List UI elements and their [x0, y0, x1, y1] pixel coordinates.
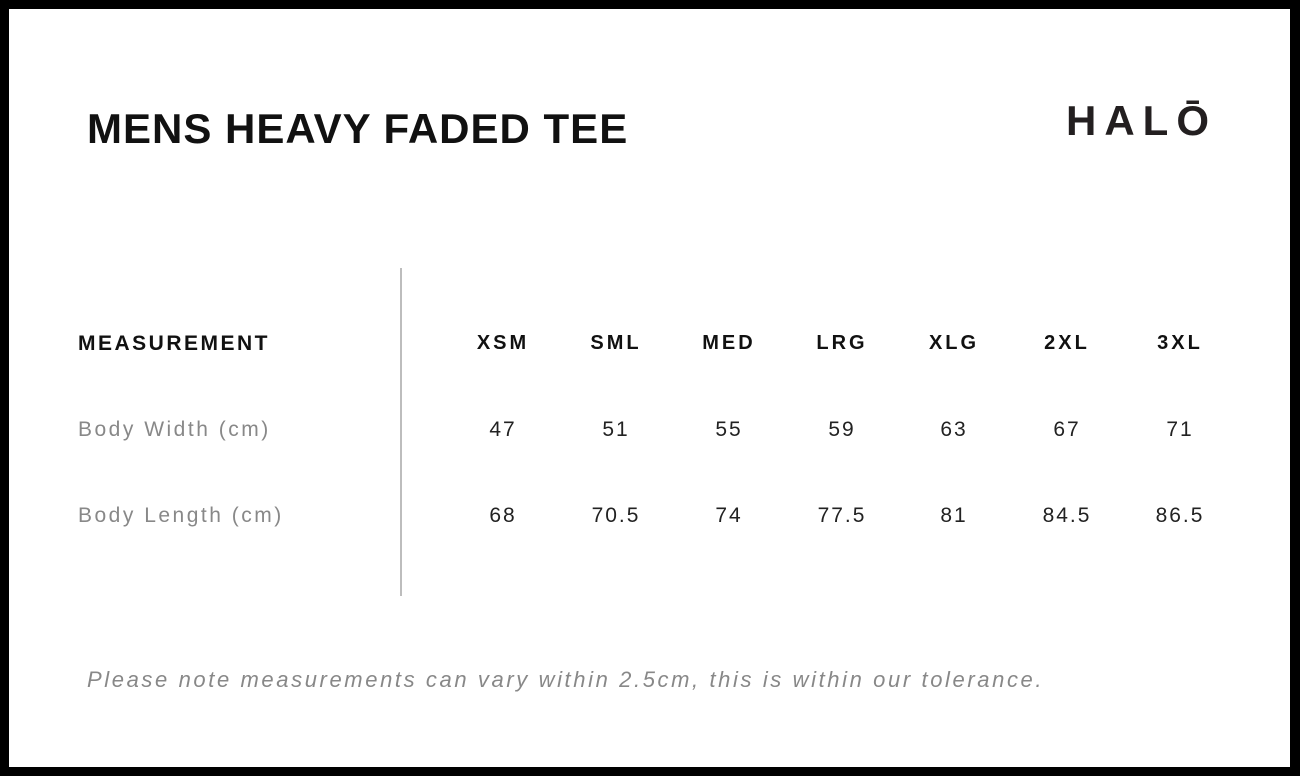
table-cell: 47: [489, 418, 517, 441]
size-header-med: MED: [702, 332, 756, 354]
size-header-lrg: LRG: [816, 332, 868, 354]
size-header-3xl: 3XL: [1157, 332, 1203, 354]
tolerance-note: Please note measurements can vary within…: [87, 667, 1045, 692]
table-cell: 84.5: [1042, 504, 1092, 527]
table-cell: 55: [715, 418, 743, 441]
size-header-xlg: XLG: [928, 332, 980, 354]
table-cell: 51: [602, 418, 630, 441]
table-cell: 71: [1166, 418, 1194, 441]
halo-logo: HALŌ: [1066, 97, 1217, 144]
size-header-2xl: 2XL: [1044, 332, 1090, 354]
size-chart-card: MENS HEAVY FADED TEE HALŌ MEASUREMENT Bo…: [9, 9, 1290, 767]
table-cell: 77.5: [817, 504, 867, 527]
row-label-body-width: Body Width (cm): [78, 418, 271, 441]
table-cell: 70.5: [591, 504, 641, 527]
size-header-sml: SML: [590, 332, 642, 354]
header-measurement: MEASUREMENT: [78, 332, 271, 355]
size-header-xsm: XSM: [476, 332, 530, 354]
table-cell: 63: [940, 418, 968, 441]
table-cell: 86.5: [1155, 504, 1205, 527]
table-cell: 81: [940, 504, 968, 527]
table-cell: 68: [489, 504, 517, 527]
table-cell: 67: [1053, 418, 1081, 441]
page-title: MENS HEAVY FADED TEE: [87, 105, 629, 152]
table-cell: 74: [715, 504, 743, 527]
table-cell: 59: [828, 418, 856, 441]
column-divider: [400, 268, 402, 596]
row-label-body-length: Body Length (cm): [78, 504, 284, 527]
